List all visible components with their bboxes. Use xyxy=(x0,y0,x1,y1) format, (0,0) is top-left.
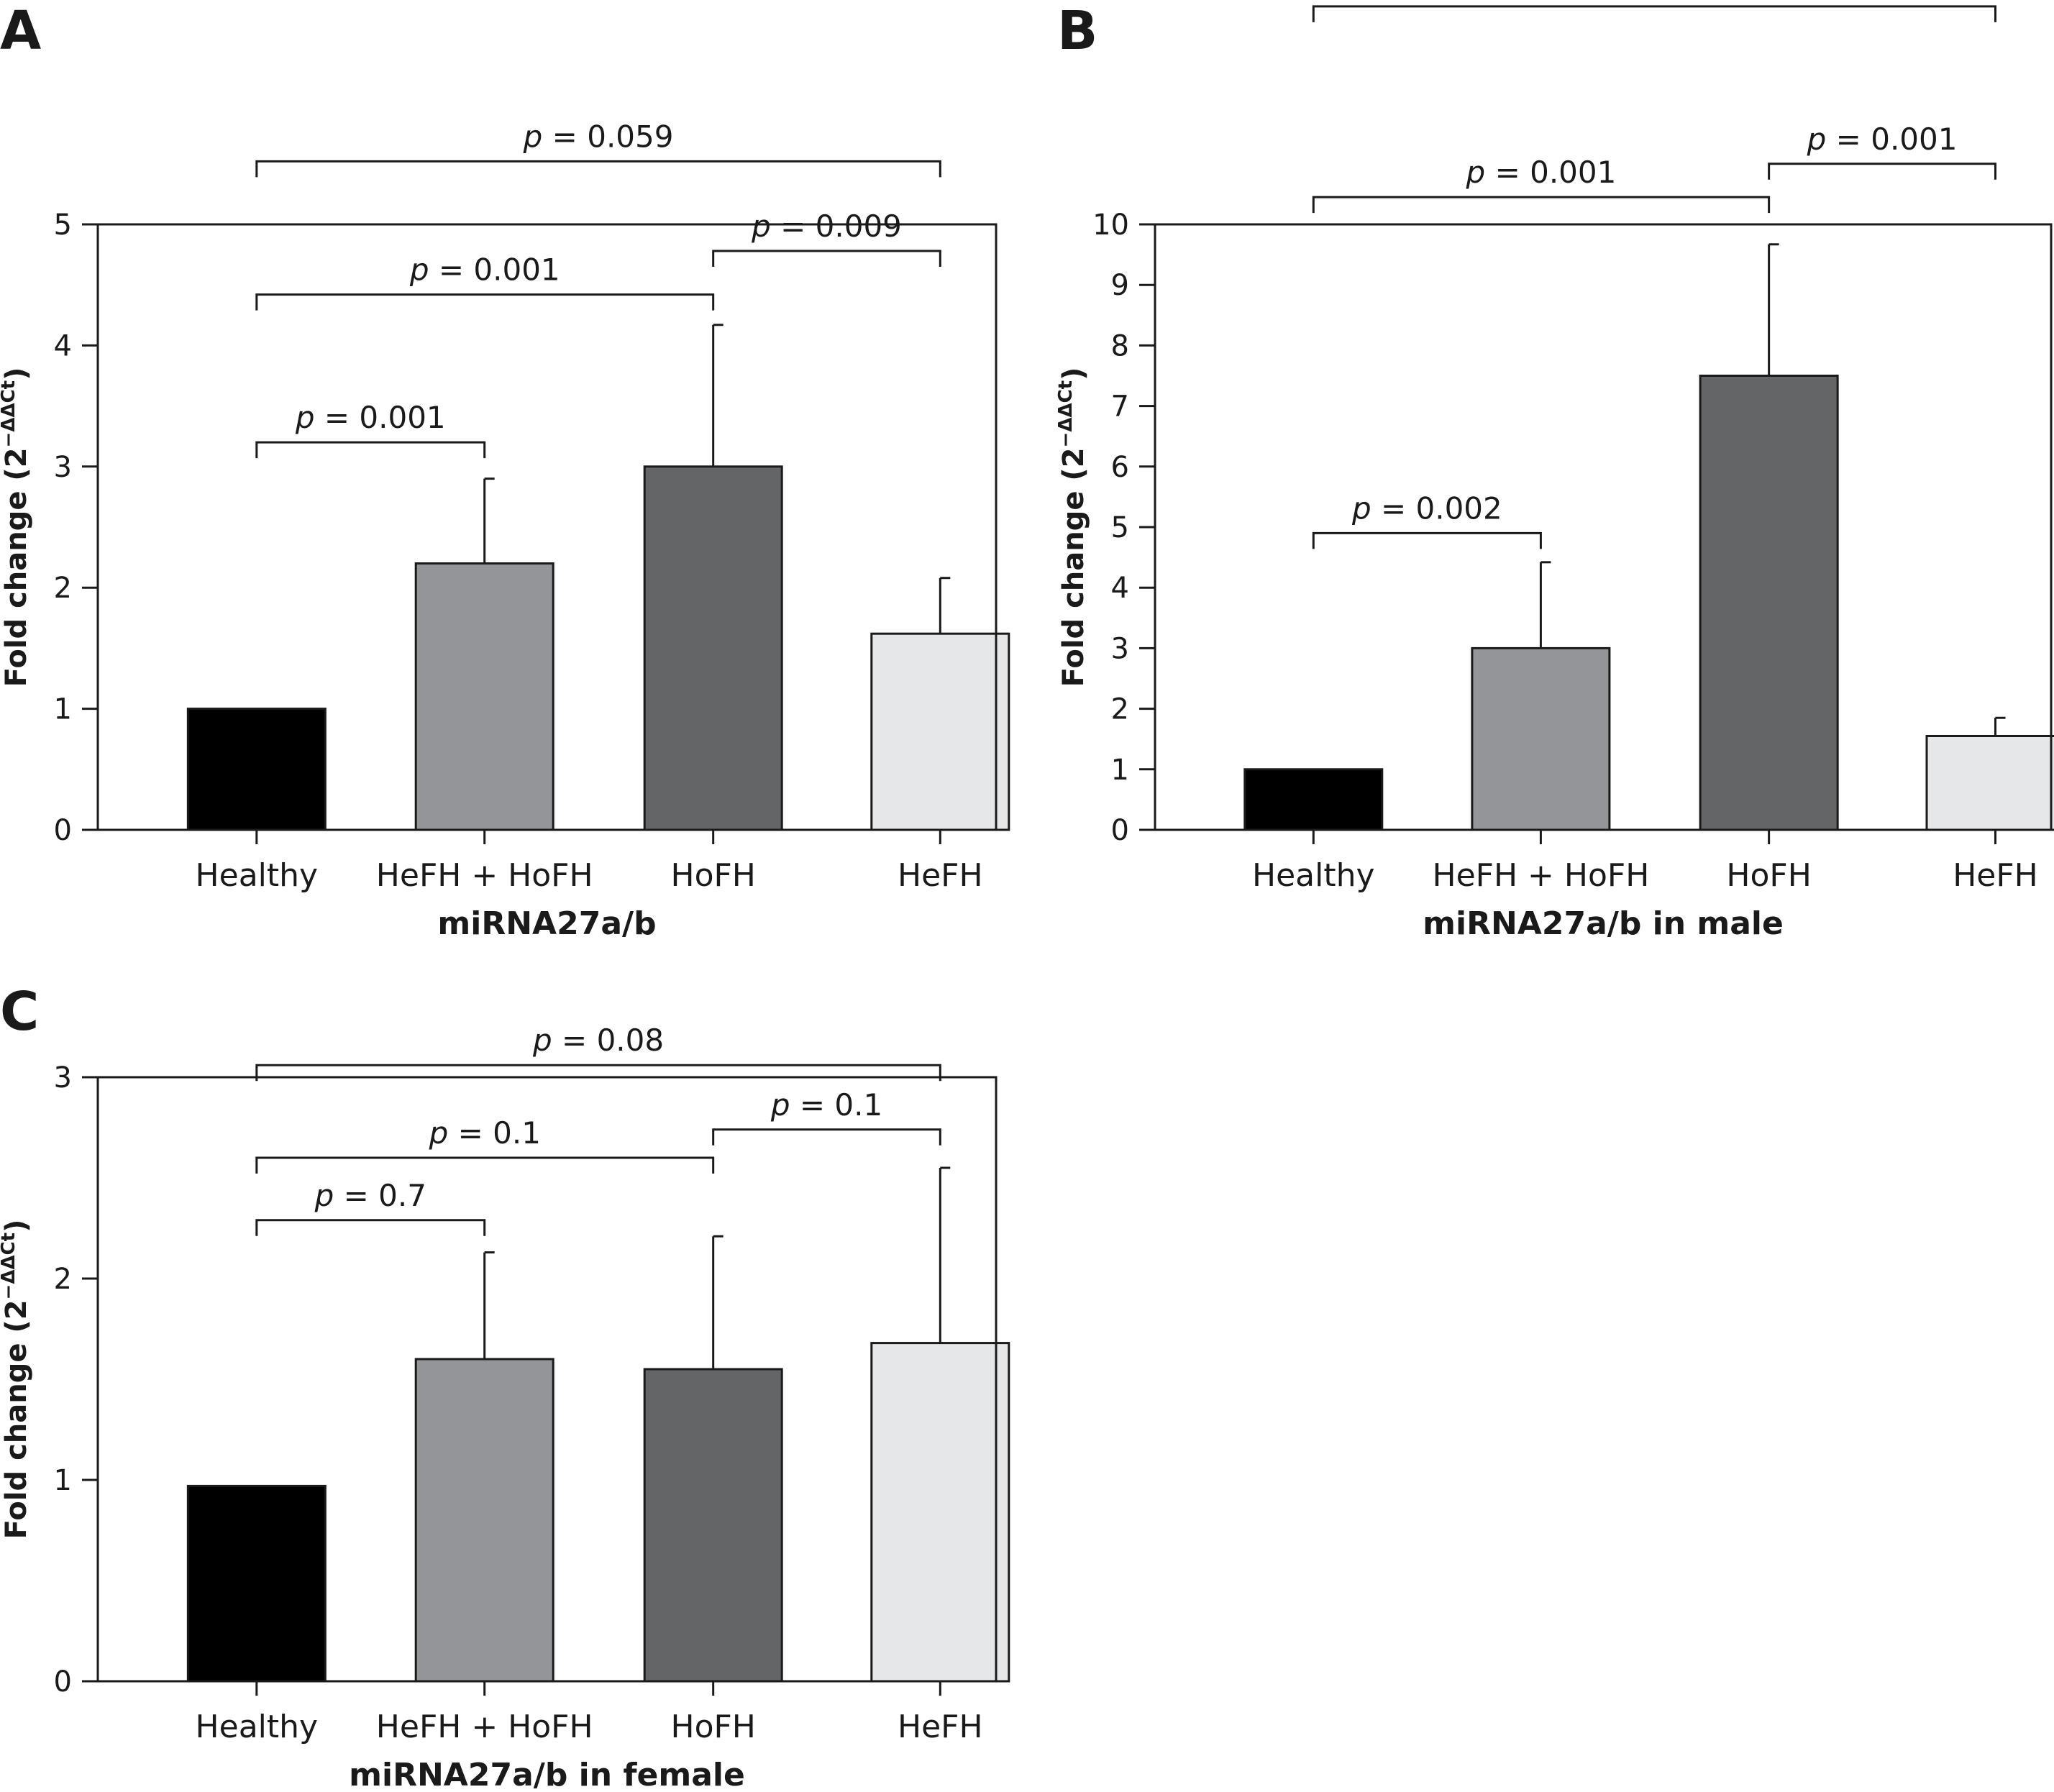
panel-b-bracket-3 xyxy=(1312,5,1996,22)
panel-a-y-tick-label-5: 5 xyxy=(54,209,72,242)
panel-a-y-axis: 0 1 2 3 4 5 xyxy=(54,209,98,847)
panel-c-p-value-2: p = 0.1 xyxy=(770,1087,882,1123)
panel-c-plot-frame xyxy=(96,1076,998,1683)
panel-c-bracket-2 xyxy=(712,1128,941,1146)
panel-a-bar-3 xyxy=(870,632,1010,831)
panel-c-y-tick-label-3: 3 xyxy=(54,1061,72,1094)
panel-b-y-tick-label-6: 6 xyxy=(1111,451,1129,484)
panel-c-category-label-2: HoFH xyxy=(670,1709,755,1745)
panel-b-y-tick-label-7: 7 xyxy=(1111,390,1129,424)
panel-a-category-label-0: Healthy xyxy=(196,857,319,894)
panel-c-p-value-0: p = 0.7 xyxy=(314,1178,426,1213)
panel-c-significance-brackets: p = 0.7p = 0.1p = 0.1p = 0.08 xyxy=(255,1023,941,1236)
panel-a-bracket-2 xyxy=(712,250,941,268)
panel-c-bracket-3 xyxy=(255,1064,941,1082)
panel-a-category-label-1: HeFH + HoFH xyxy=(376,857,593,894)
panel-a-significance-brackets: p = 0.001 p = 0.001 p = 0.009 p = 0.059 xyxy=(255,119,941,459)
panel-c-error-bars xyxy=(483,1166,951,1369)
panel-letter-c: C xyxy=(0,981,39,1043)
panel-b-bracket-1 xyxy=(1312,196,1771,214)
panel-b-y-axis-title: Fold change (2−ΔΔCt) xyxy=(1055,367,1090,687)
panel-a-p-value-0: p = 0.001 xyxy=(295,400,446,435)
panel-c-x-axis-title: miRNA27a/b in female xyxy=(349,1757,745,1792)
panel-b-category-label-0: Healthy xyxy=(1252,857,1375,894)
panel-a-bar-0 xyxy=(186,708,327,831)
panel-letter-a: A xyxy=(0,0,41,62)
panel-b-p-value-0: p = 0.002 xyxy=(1351,490,1502,526)
panel-a-bracket-1 xyxy=(255,293,715,311)
panel-b-y-tick-label-5: 5 xyxy=(1111,511,1129,544)
panel-b-y-tick-label-4: 4 xyxy=(1111,572,1129,605)
panel-a-chart: 0 1 2 3 4 5 Healthy HeFH + HoFH HoFH HeFH p = 0.… xyxy=(0,119,1010,942)
panel-b-x-axis: Healthy HeFH + HoFH HoFH HeFH xyxy=(1252,830,2038,894)
panel-a-y-tick-label-4: 4 xyxy=(54,329,72,362)
panel-a-y-tick-label-3: 3 xyxy=(54,451,72,484)
panel-b-bracket-0 xyxy=(1312,531,1542,549)
panel-c-y-axis: 0 1 2 3 xyxy=(54,1061,98,1699)
panel-b-bar-3 xyxy=(1925,734,2054,831)
panel-a-x-axis: Healthy HeFH + HoFH HoFH HeFH xyxy=(196,830,983,894)
panel-a-bracket-0 xyxy=(255,441,486,459)
panel-b-error-bars xyxy=(1539,243,2006,736)
panel-a-plot-frame xyxy=(96,223,998,831)
panel-c-bracket-0 xyxy=(255,1219,486,1236)
panel-b-bar-2 xyxy=(1699,375,1839,831)
panel-b-y-tick-label-3: 3 xyxy=(1111,632,1129,665)
panel-c-bar-3 xyxy=(870,1342,1010,1683)
panel-c-bars xyxy=(186,1342,1010,1683)
panel-c-bar-1 xyxy=(414,1358,554,1683)
panel-a-p-value-3: p = 0.059 xyxy=(523,119,674,154)
panel-b-y-tick-label-2: 2 xyxy=(1111,693,1129,726)
panel-c-y-tick-label-0: 0 xyxy=(54,1665,72,1699)
panel-c-category-label-1: HeFH + HoFH xyxy=(376,1709,593,1745)
panel-a-y-tick-label-1: 1 xyxy=(54,693,72,726)
panel-a-bar-1 xyxy=(414,562,554,831)
panel-a-x-axis-title: miRNA27a/b xyxy=(437,905,656,942)
panel-b-bracket-2 xyxy=(1768,163,1996,180)
panel-c-bar-2 xyxy=(643,1368,783,1683)
panel-b-p-value-1: p = 0.001 xyxy=(1466,155,1617,190)
panel-c-p-value-3: p = 0.08 xyxy=(532,1023,664,1058)
panel-a-category-label-3: HeFH xyxy=(898,857,983,894)
panel-b-x-axis-title: miRNA27a/b in male xyxy=(1423,905,1784,942)
panel-a-p-value-1: p = 0.001 xyxy=(409,252,560,288)
panel-b-y-tick-label-8: 8 xyxy=(1111,329,1129,362)
panel-a-y-tick-label-2: 2 xyxy=(54,572,72,605)
panel-b-category-label-1: HeFH + HoFH xyxy=(1433,857,1650,894)
panel-a-bar-2 xyxy=(643,465,783,831)
panel-a-p-value-2: p = 0.009 xyxy=(751,209,902,244)
panel-b-category-label-2: HoFH xyxy=(1726,857,1811,894)
panel-b-y-tick-label-10: 10 xyxy=(1092,209,1129,242)
panel-c-bracket-1 xyxy=(255,1156,715,1174)
panel-b-y-axis: 0 1 2 3 4 5 6 7 8 9 10 xyxy=(1092,209,1155,847)
panel-b-bar-1 xyxy=(1471,646,1611,831)
panel-c-bar-0 xyxy=(186,1484,327,1683)
panel-c-y-tick-label-1: 1 xyxy=(54,1464,72,1497)
panel-c-category-label-0: Healthy xyxy=(196,1709,319,1745)
panel-c-x-axis: Healthy HeFH + HoFH HoFH HeFH xyxy=(196,1681,983,1745)
panel-a-error-bars xyxy=(483,324,951,634)
panel-letter-b: B xyxy=(1057,0,1097,62)
panel-b-y-tick-label-1: 1 xyxy=(1111,754,1129,787)
panel-c-y-tick-label-2: 2 xyxy=(54,1263,72,1296)
panel-c-y-axis-title: Fold change (2−ΔΔCt) xyxy=(0,1220,33,1540)
panel-b-p-value-2: p = 0.001 xyxy=(1807,122,1958,157)
panel-b-y-tick-label-0: 0 xyxy=(1111,814,1129,847)
panel-c-category-label-3: HeFH xyxy=(898,1709,983,1745)
panel-b-bar-0 xyxy=(1243,768,1384,831)
panel-a-y-axis-title: Fold change (2−ΔΔCt) xyxy=(0,367,33,687)
panel-b-y-tick-label-9: 9 xyxy=(1111,269,1129,302)
panel-a-category-label-2: HoFH xyxy=(670,857,755,894)
panel-c-p-value-1: p = 0.1 xyxy=(429,1115,541,1151)
panel-a-bracket-3 xyxy=(255,160,941,178)
panel-b-category-label-3: HeFH xyxy=(1953,857,2038,894)
panel-a-y-tick-label-0: 0 xyxy=(54,814,72,847)
panel-a-bars xyxy=(186,465,1010,831)
